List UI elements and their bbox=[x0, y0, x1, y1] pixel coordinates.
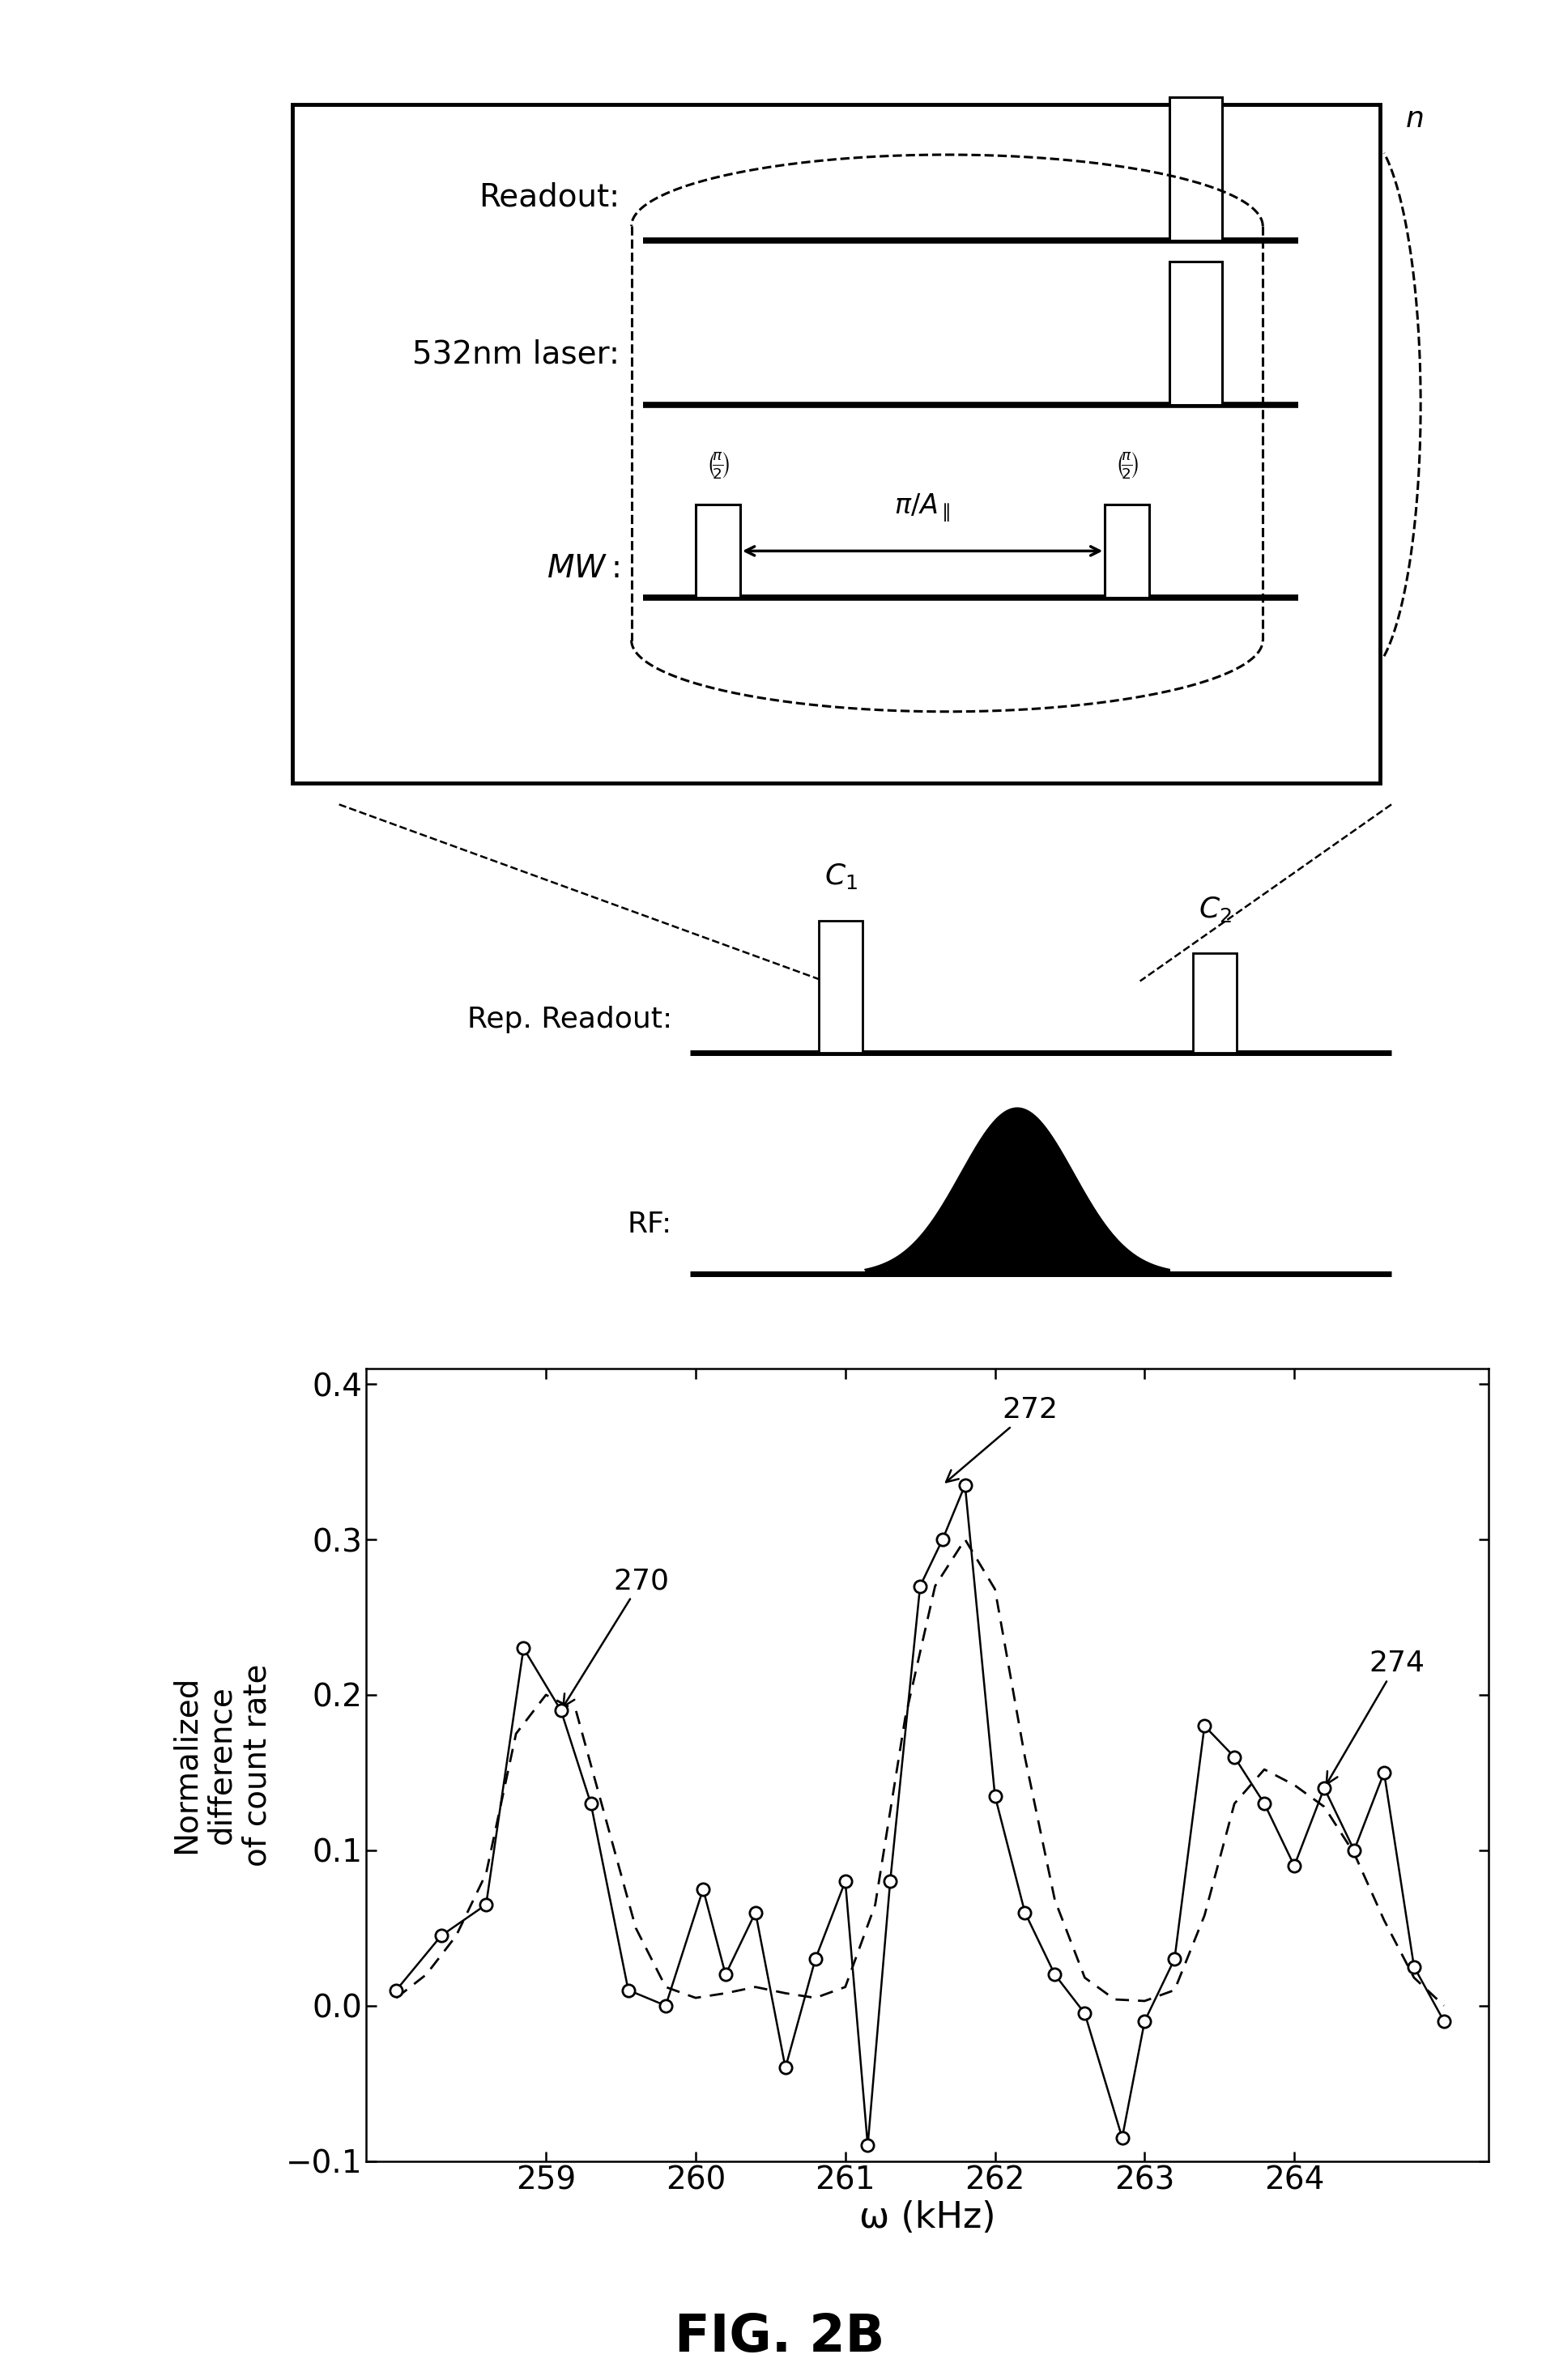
Text: $C_2$: $C_2$ bbox=[1199, 895, 1232, 923]
X-axis label: ω (kHz): ω (kHz) bbox=[859, 2199, 996, 2235]
Bar bbox=[1105, 505, 1149, 597]
Text: n: n bbox=[1406, 105, 1423, 133]
Text: 274: 274 bbox=[1327, 1649, 1425, 1785]
Text: $\pi/A_{\parallel}$: $\pi/A_{\parallel}$ bbox=[895, 493, 951, 524]
Text: RF:: RF: bbox=[628, 1211, 672, 1238]
Text: Readout:: Readout: bbox=[479, 183, 619, 212]
Bar bbox=[1193, 954, 1236, 1052]
Bar bbox=[695, 505, 741, 597]
Bar bbox=[818, 921, 862, 1052]
Text: Rep. Readout:: Rep. Readout: bbox=[468, 1007, 672, 1033]
Y-axis label: Normalized
difference
of count rate: Normalized difference of count rate bbox=[170, 1664, 273, 1866]
Text: $\left(\!\frac{\pi}{2}\!\right)$: $\left(\!\frac{\pi}{2}\!\right)$ bbox=[706, 450, 730, 481]
Text: 272: 272 bbox=[946, 1397, 1059, 1483]
Text: 532nm laser:: 532nm laser: bbox=[413, 340, 619, 369]
Bar bbox=[1169, 262, 1222, 405]
Text: $C_1$: $C_1$ bbox=[825, 862, 857, 890]
Text: $MW:$: $MW:$ bbox=[547, 555, 619, 583]
Text: FIG. 2B: FIG. 2B bbox=[675, 2311, 884, 2363]
Text: $\left(\!\frac{\pi}{2}\!\right)$: $\left(\!\frac{\pi}{2}\!\right)$ bbox=[1115, 450, 1140, 481]
Text: 270: 270 bbox=[563, 1568, 669, 1706]
Bar bbox=[1169, 98, 1222, 240]
